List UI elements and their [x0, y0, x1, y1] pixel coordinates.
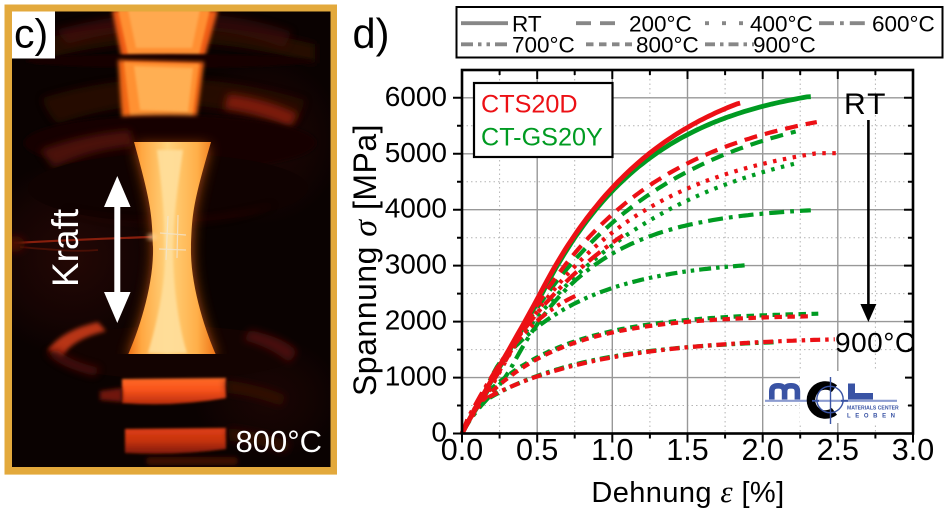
svg-text:3.0: 3.0 — [892, 433, 934, 467]
svg-text:600°C: 600°C — [872, 11, 935, 36]
svg-text:800°C: 800°C — [636, 33, 699, 58]
svg-text:RT: RT — [512, 11, 542, 36]
svg-text:0: 0 — [431, 417, 447, 448]
svg-text:900°C: 900°C — [753, 33, 816, 58]
svg-text:2.5: 2.5 — [817, 433, 859, 467]
svg-text:1.0: 1.0 — [591, 433, 633, 467]
svg-text:6000: 6000 — [385, 81, 447, 112]
svg-text:3000: 3000 — [385, 249, 447, 280]
svg-text:2.0: 2.0 — [741, 433, 783, 467]
svg-text:900°C: 900°C — [835, 327, 916, 358]
svg-text:800°C: 800°C — [235, 424, 322, 459]
svg-text:200°C: 200°C — [629, 11, 692, 36]
svg-text:MATERIALS CENTER: MATERIALS CENTER — [847, 406, 899, 412]
svg-text:CT-GS20Y: CT-GS20Y — [481, 124, 603, 152]
svg-text:2000: 2000 — [385, 305, 447, 336]
svg-text:4000: 4000 — [385, 193, 447, 224]
svg-text:1.5: 1.5 — [666, 433, 708, 467]
svg-text:Kraft: Kraft — [45, 208, 86, 287]
svg-text:Spannung σ [MPa]: Spannung σ [MPa] — [347, 124, 384, 396]
svg-text:LEOBEN: LEOBEN — [847, 414, 900, 420]
svg-text:d): d) — [353, 10, 390, 57]
svg-text:0.0: 0.0 — [441, 433, 483, 467]
svg-text:0.5: 0.5 — [516, 433, 558, 467]
svg-text:CTS20D: CTS20D — [481, 91, 578, 119]
svg-text:1000: 1000 — [385, 361, 447, 392]
svg-text:700°C: 700°C — [512, 33, 575, 58]
svg-text:RT: RT — [844, 88, 887, 121]
svg-text:5000: 5000 — [385, 137, 447, 168]
svg-text:c): c) — [14, 11, 48, 57]
svg-text:400°C: 400°C — [750, 11, 813, 36]
svg-text:Dehnung ε [%]: Dehnung ε [%] — [591, 474, 784, 509]
